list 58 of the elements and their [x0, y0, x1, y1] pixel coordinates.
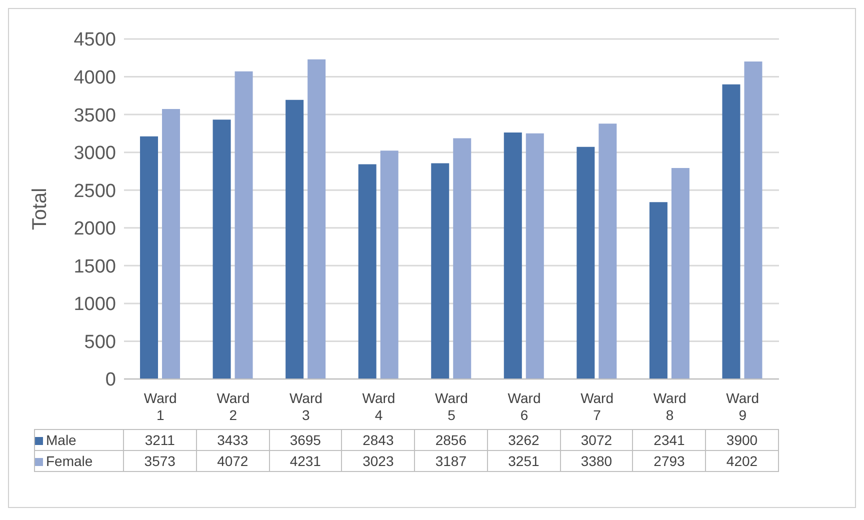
y-tick-label: 4500	[74, 30, 116, 51]
bar	[140, 136, 158, 379]
data-label: 3380	[560, 450, 633, 472]
x-tick-label: Ward 8	[653, 390, 686, 423]
x-tick-label: Ward 1	[144, 390, 177, 423]
data-label: 2341	[632, 430, 706, 450]
bar	[504, 132, 522, 379]
y-tick-label: 3500	[74, 105, 116, 126]
legend-label: Female	[34, 450, 124, 472]
legend-label: Male	[34, 430, 124, 450]
bar	[380, 150, 398, 379]
y-tick-label: 1500	[74, 256, 116, 278]
data-label: 2843	[342, 430, 415, 450]
bar	[598, 124, 617, 379]
data-label: 3900	[706, 430, 778, 450]
bar	[744, 62, 762, 379]
bar	[431, 163, 450, 379]
data-label: 3433	[196, 430, 270, 450]
bar	[453, 138, 472, 379]
data-label: 3695	[269, 430, 342, 450]
x-tick-label: Ward 7	[580, 390, 614, 423]
data-label: 3023	[342, 450, 415, 472]
bar	[671, 168, 690, 379]
y-tick-label: 2000	[74, 218, 116, 240]
x-tick-label: Ward 2	[216, 390, 250, 423]
y-tick-label: 0	[105, 370, 116, 391]
bar	[234, 71, 253, 379]
x-tick-label: Ward 9	[726, 390, 760, 423]
y-axis-title: Total	[29, 188, 52, 230]
y-tick-label: 500	[84, 332, 116, 353]
bar	[308, 59, 326, 379]
data-label: 3573	[124, 450, 196, 472]
y-tick-label: 3000	[74, 143, 116, 164]
data-label: 2856	[414, 430, 488, 450]
x-tick-label: Ward 5	[435, 390, 468, 423]
data-label: 3187	[414, 450, 488, 472]
data-label: 2793	[632, 450, 706, 472]
bar	[526, 133, 544, 379]
bar	[649, 202, 668, 379]
bar	[286, 100, 304, 379]
bar	[358, 164, 376, 379]
data-label: 3072	[560, 430, 633, 450]
data-label: 3211	[124, 430, 196, 450]
bar	[162, 109, 180, 379]
data-label: 3262	[487, 430, 560, 450]
bar	[212, 120, 231, 379]
data-label: 4231	[269, 450, 342, 472]
data-label: 4072	[196, 450, 270, 472]
x-tick-label: Ward 4	[362, 390, 396, 423]
data-label: 3251	[487, 450, 560, 472]
x-tick-label: Ward 6	[508, 390, 541, 423]
y-tick-label: 4000	[74, 68, 116, 89]
x-tick-label: Ward 3	[289, 390, 322, 423]
y-tick-label: 1000	[74, 294, 116, 316]
y-tick-label: 2500	[74, 180, 116, 202]
bar	[722, 84, 740, 379]
data-label: 4202	[706, 450, 778, 472]
bar	[576, 146, 595, 379]
